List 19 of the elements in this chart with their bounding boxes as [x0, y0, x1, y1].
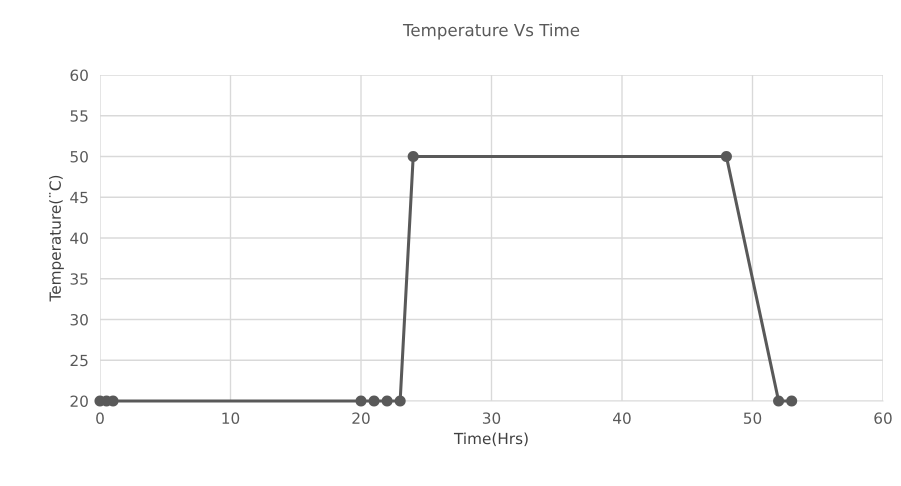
x-tick-label: 0	[96, 412, 104, 424]
y-tick-label: 25	[70, 354, 88, 366]
y-axis-title: Temperature(¨C)	[49, 176, 64, 302]
x-tick-label: 30	[482, 412, 500, 424]
x-axis-title: Time(Hrs)	[454, 432, 528, 446]
x-tick-label: 60	[874, 412, 892, 424]
x-tick-label: 40	[613, 412, 631, 424]
y-tick-label: 60	[70, 69, 88, 82]
y-tick-label: 55	[70, 110, 88, 122]
y-tick-label: 40	[70, 232, 88, 244]
x-tick-label: 10	[222, 412, 240, 424]
y-tick-label: 50	[70, 150, 88, 163]
chart-title: Temperature Vs Time	[402, 23, 580, 40]
x-tick-label: 20	[352, 412, 370, 424]
y-tick-label: 35	[70, 273, 88, 285]
y-tick-label: 20	[70, 395, 88, 408]
x-tick-label: 50	[744, 412, 762, 424]
y-tick-label: 45	[70, 192, 88, 204]
y-tick-label: 30	[70, 314, 88, 326]
